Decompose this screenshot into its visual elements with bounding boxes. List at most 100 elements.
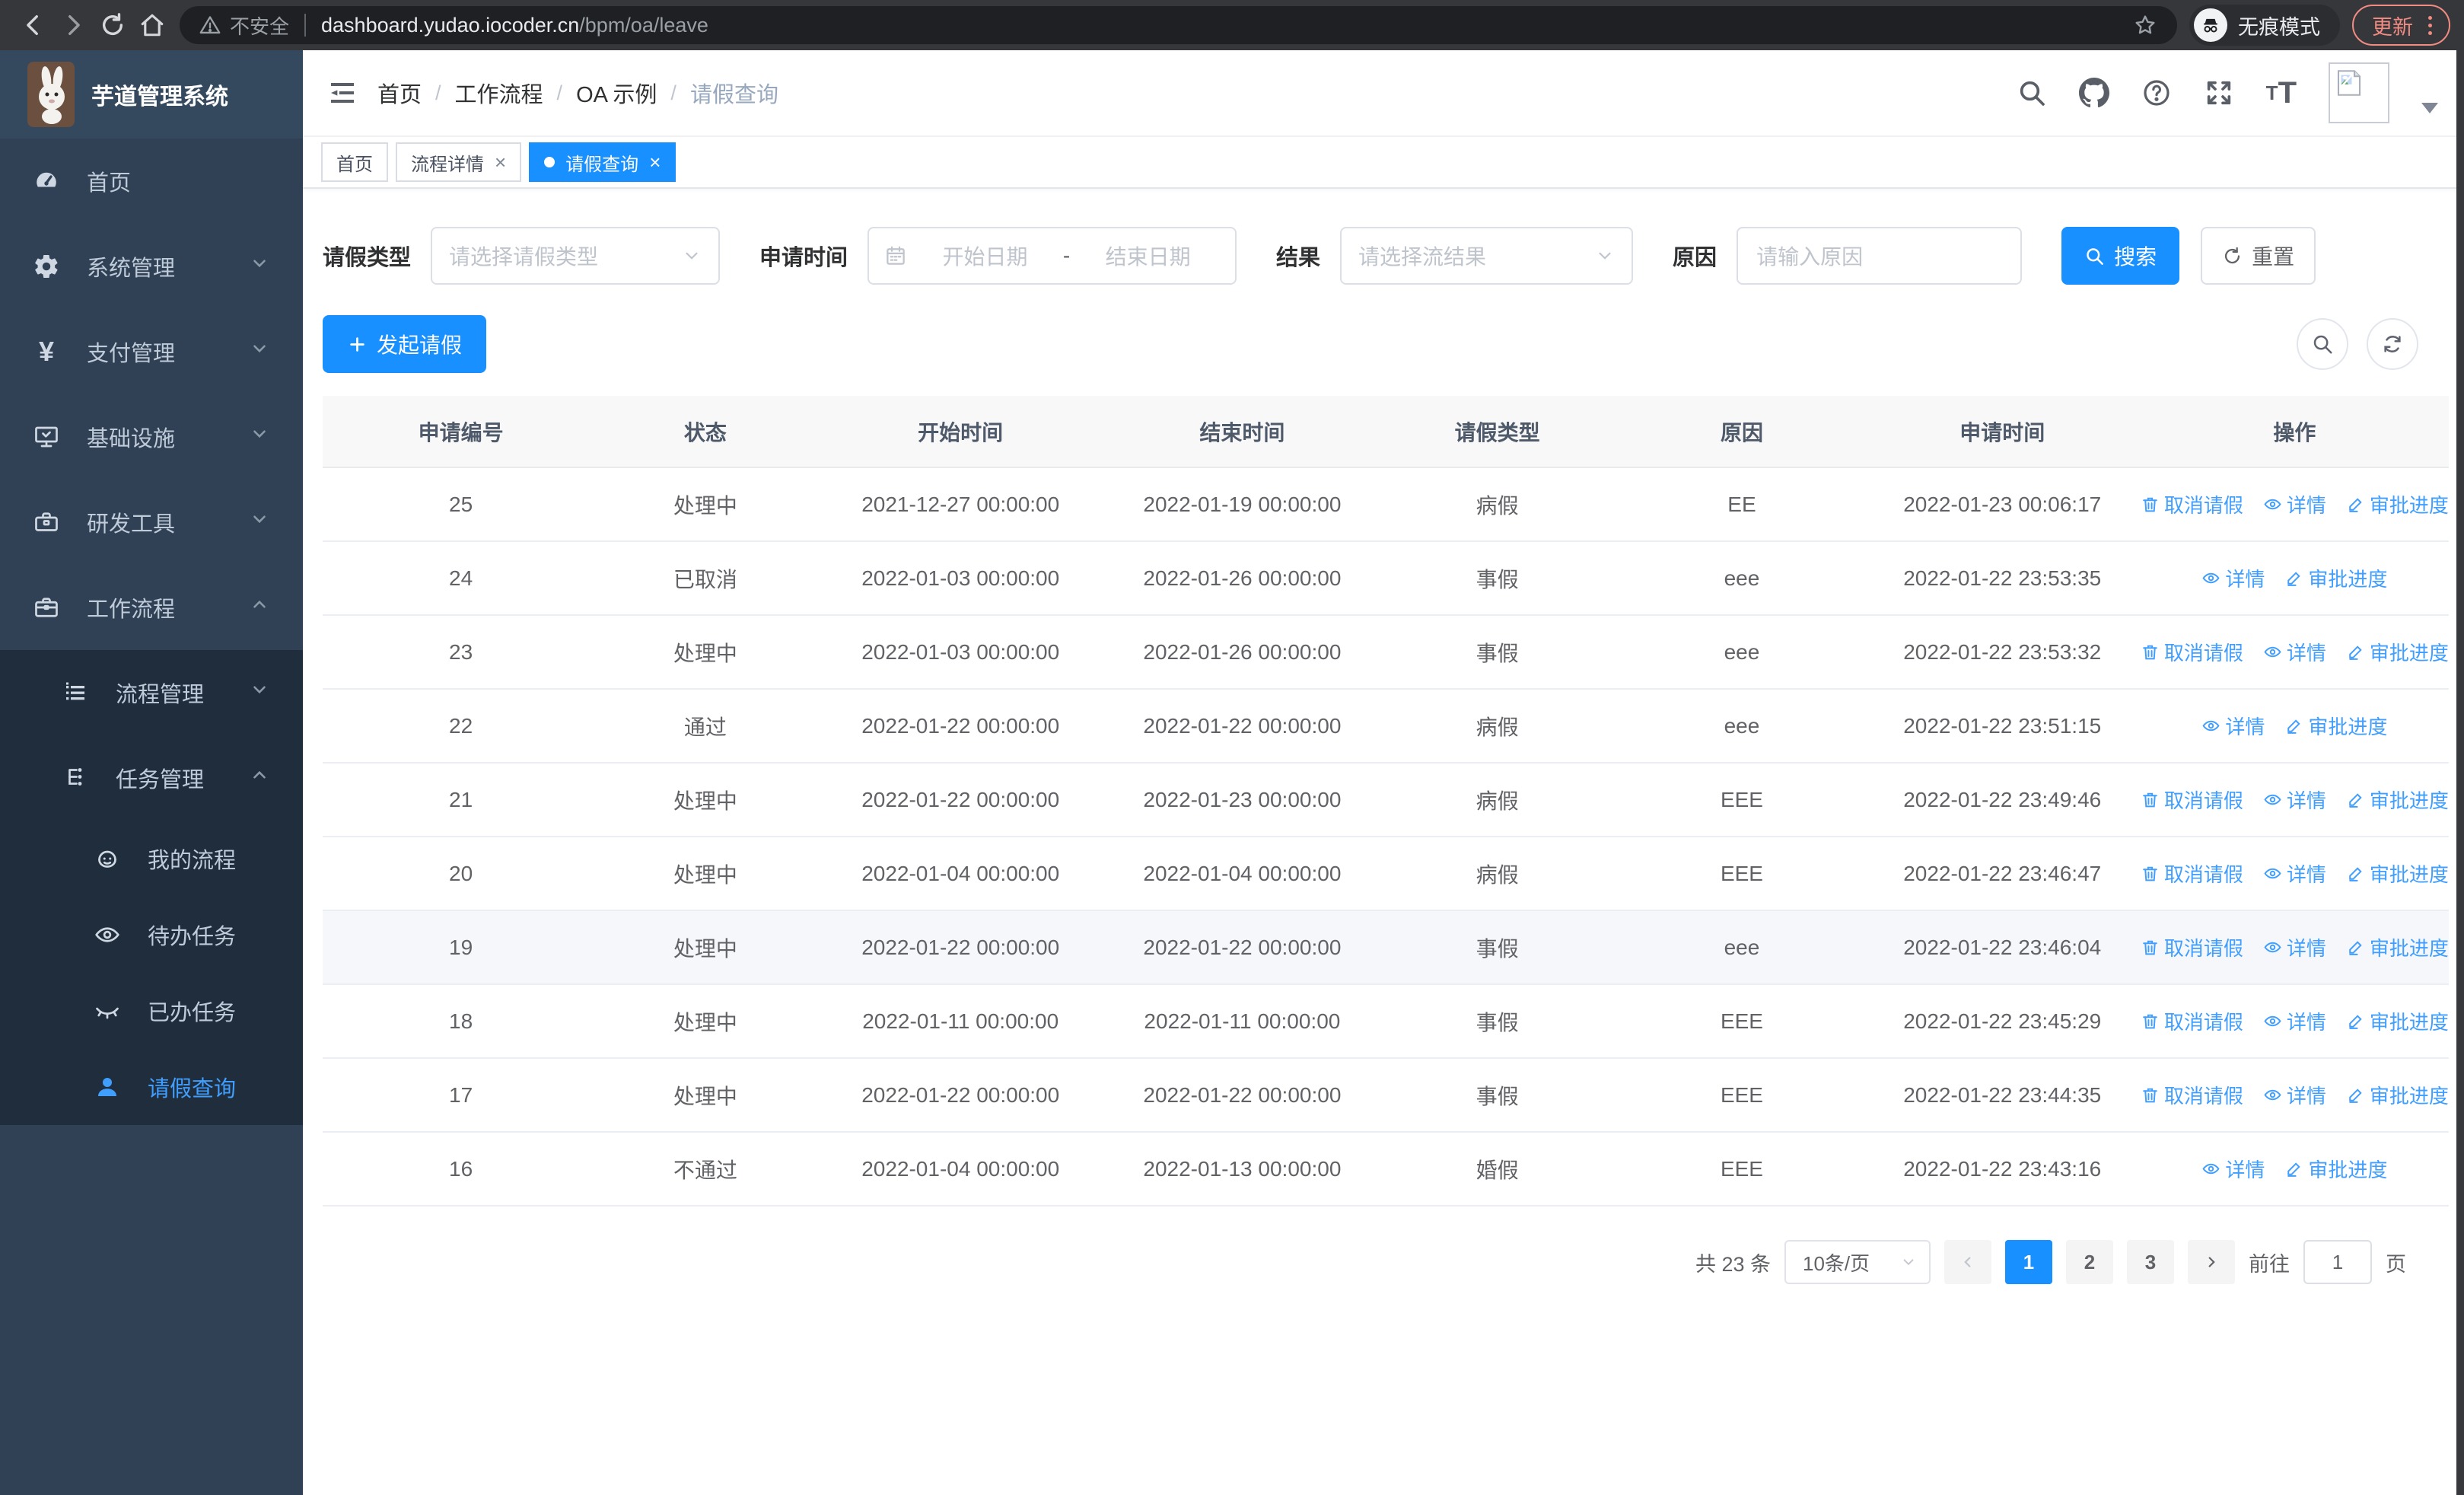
sidebar-item-process-mgmt[interactable]: 流程管理: [0, 650, 303, 735]
url-bar[interactable]: 不安全 dashboard.yudao.iocoder.cn/bpm/oa/le…: [180, 6, 2177, 44]
sidebar-item-home[interactable]: 首页: [0, 139, 303, 224]
detail-link[interactable]: 详情: [2201, 564, 2265, 592]
browser-menu-icon[interactable]: [2424, 15, 2437, 35]
cancel-leave-link[interactable]: 取消请假: [2141, 638, 2243, 666]
home-button[interactable]: [132, 5, 172, 45]
help-button[interactable]: [2141, 78, 2172, 108]
table-row[interactable]: 18 处理中 2022-01-11 00:00:00 2022-01-11 00…: [323, 984, 2449, 1059]
search-icon: [2087, 247, 2103, 265]
cell-id: 21: [323, 763, 600, 837]
cancel-leave-link[interactable]: 取消请假: [2141, 490, 2243, 518]
cancel-leave-link[interactable]: 取消请假: [2141, 933, 2243, 961]
prev-page-button[interactable]: [1944, 1240, 1991, 1284]
result-select[interactable]: 请选择流结果: [1340, 227, 1634, 285]
sidebar-item-done-tasks[interactable]: 已办任务: [0, 973, 303, 1049]
table-row[interactable]: 22 通过 2022-01-22 00:00:00 2022-01-22 00:…: [323, 689, 2449, 763]
sidebar-item-leave-query[interactable]: 请假查询: [0, 1049, 303, 1125]
table-row[interactable]: 16 不通过 2022-01-04 00:00:00 2022-01-13 00…: [323, 1132, 2449, 1207]
update-button[interactable]: 更新: [2352, 5, 2450, 46]
table-row[interactable]: 23 处理中 2022-01-03 00:00:00 2022-01-26 00…: [323, 615, 2449, 690]
detail-link[interactable]: 详情: [2263, 1081, 2326, 1109]
sidebar-item-devtools[interactable]: 研发工具: [0, 480, 303, 565]
tab-process-detail[interactable]: 流程详情 ×: [396, 142, 522, 182]
approval-progress-link[interactable]: 审批进度: [2284, 712, 2387, 740]
reset-button[interactable]: 重置: [2201, 227, 2316, 285]
approval-progress-link[interactable]: 审批进度: [2346, 638, 2449, 666]
table-row[interactable]: 20 处理中 2022-01-04 00:00:00 2022-01-04 00…: [323, 837, 2449, 911]
close-icon[interactable]: ×: [495, 150, 507, 174]
cell-start: 2022-01-22 00:00:00: [811, 1058, 1109, 1133]
apply-time-range-picker[interactable]: 开始日期 - 结束日期: [867, 227, 1237, 285]
toggle-search-button[interactable]: [2297, 318, 2348, 370]
sidebar-item-workflow[interactable]: 工作流程: [0, 565, 303, 650]
approval-progress-link[interactable]: 审批进度: [2346, 1007, 2449, 1035]
back-button[interactable]: [14, 5, 53, 45]
cancel-leave-link[interactable]: 取消请假: [2141, 859, 2243, 888]
forward-button[interactable]: [53, 5, 93, 45]
sidebar-item-task-mgmt[interactable]: 任务管理: [0, 735, 303, 821]
detail-link[interactable]: 详情: [2263, 490, 2326, 518]
goto-page-input[interactable]: [2303, 1240, 2372, 1284]
next-page-button[interactable]: [2188, 1240, 2235, 1284]
header-search-button[interactable]: [2017, 78, 2047, 108]
table-row[interactable]: 21 处理中 2022-01-22 00:00:00 2022-01-23 00…: [323, 763, 2449, 837]
detail-link[interactable]: 详情: [2263, 786, 2326, 814]
cancel-leave-link[interactable]: 取消请假: [2141, 1081, 2243, 1109]
bookmark-star-icon[interactable]: [2133, 13, 2157, 37]
detail-link[interactable]: 详情: [2201, 1155, 2265, 1183]
page-button-1[interactable]: 1: [2005, 1240, 2052, 1284]
tab-home[interactable]: 首页: [321, 142, 388, 182]
approval-progress-link[interactable]: 审批进度: [2284, 564, 2387, 592]
approval-progress-link[interactable]: 审批进度: [2346, 786, 2449, 814]
detail-link[interactable]: 详情: [2263, 1007, 2326, 1035]
tab-leave-query[interactable]: 请假查询 ×: [529, 142, 676, 182]
breadcrumb-home[interactable]: 首页: [377, 83, 422, 107]
breadcrumb-oa[interactable]: OA 示例: [576, 83, 657, 107]
page-button-3[interactable]: 3: [2127, 1240, 2174, 1284]
github-button[interactable]: [2078, 78, 2109, 108]
page-size-select[interactable]: 10条/页: [1784, 1240, 1931, 1284]
avatar[interactable]: [2329, 62, 2389, 123]
sidebar-item-payment[interactable]: ¥ 支付管理: [0, 309, 303, 394]
fullscreen-button[interactable]: [2204, 78, 2234, 108]
leave-type-select[interactable]: 请选择请假类型: [431, 227, 721, 285]
breadcrumb-workflow[interactable]: 工作流程: [454, 83, 543, 107]
approval-progress-link[interactable]: 审批进度: [2346, 490, 2449, 518]
table-row[interactable]: 17 处理中 2022-01-22 00:00:00 2022-01-22 00…: [323, 1058, 2449, 1133]
app-logo-row[interactable]: 芋道管理系统: [0, 50, 303, 139]
sidebar-collapse-button[interactable]: [324, 75, 361, 111]
approval-progress-link[interactable]: 审批进度: [2346, 859, 2449, 888]
sidebar-item-todo-tasks[interactable]: 待办任务: [0, 897, 303, 973]
create-leave-button[interactable]: 发起请假: [323, 315, 487, 373]
detail-link[interactable]: 详情: [2201, 712, 2265, 740]
window-scrollbar-track[interactable]: [2456, 50, 2464, 1495]
cell-id: 22: [323, 689, 600, 763]
approval-progress-link[interactable]: 审批进度: [2346, 1081, 2449, 1109]
sidebar-item-infra[interactable]: 基础设施: [0, 394, 303, 480]
reload-button[interactable]: [93, 5, 132, 45]
detail-link[interactable]: 详情: [2263, 933, 2326, 961]
search-button[interactable]: 搜索: [2061, 227, 2180, 285]
close-icon[interactable]: ×: [649, 150, 661, 174]
github-icon: [2078, 78, 2109, 108]
table-row[interactable]: 24 已取消 2022-01-03 00:00:00 2022-01-26 00…: [323, 541, 2449, 616]
refresh-table-button[interactable]: [2367, 318, 2418, 370]
avatar-caret-icon[interactable]: [2421, 103, 2438, 113]
detail-link[interactable]: 详情: [2263, 859, 2326, 888]
table-row[interactable]: 19 处理中 2022-01-22 00:00:00 2022-01-22 00…: [323, 910, 2449, 985]
cancel-leave-link[interactable]: 取消请假: [2141, 1007, 2243, 1035]
page-button-2[interactable]: 2: [2066, 1240, 2113, 1284]
reason-input[interactable]: 请输入原因: [1737, 227, 2023, 285]
sidebar-item-system[interactable]: 系统管理: [0, 224, 303, 309]
sidebar-item-my-process[interactable]: 我的流程: [0, 821, 303, 897]
cell-start: 2021-12-27 00:00:00: [811, 467, 1109, 542]
approval-progress-link[interactable]: 审批进度: [2284, 1155, 2387, 1183]
sidebar-item-label: 支付管理: [87, 342, 176, 366]
approval-progress-link[interactable]: 审批进度: [2346, 933, 2449, 961]
trash-icon: [2143, 1014, 2157, 1029]
cancel-leave-link[interactable]: 取消请假: [2141, 786, 2243, 814]
detail-link[interactable]: 详情: [2263, 638, 2326, 666]
table-row[interactable]: 25 处理中 2021-12-27 00:00:00 2022-01-19 00…: [323, 467, 2449, 542]
cell-reason: eee: [1619, 541, 1864, 616]
